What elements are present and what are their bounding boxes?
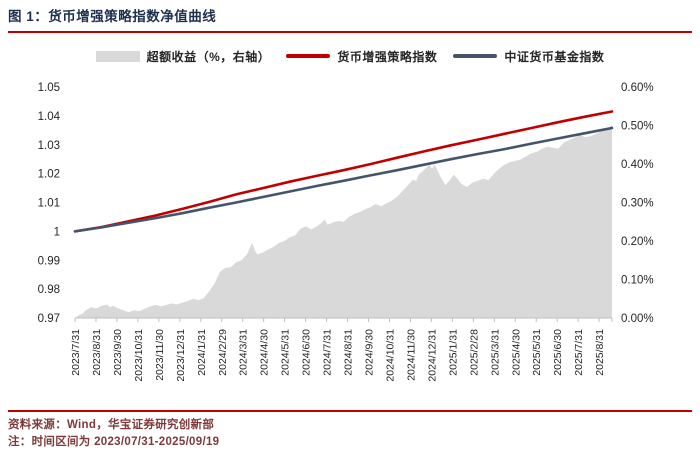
- right-axis-tick-label: 0.60%: [621, 82, 654, 94]
- x-tick-label: 2025/8/31: [594, 329, 606, 376]
- legend-label-strategy-index: 货币增强策略指数: [337, 49, 438, 64]
- x-tick-label: 2024/2/29: [217, 329, 229, 376]
- left-axis-tick-label: 0.97: [38, 313, 60, 325]
- benchmark-index-line: [73, 126, 614, 233]
- x-tick-label: 2024/8/31: [343, 329, 355, 376]
- left-axis-tick-label: 1.05: [38, 82, 60, 94]
- left-axis-tick-label: 1.03: [38, 140, 60, 152]
- excess-return-area: [75, 125, 612, 318]
- x-tick-label: 2023/9/30: [112, 329, 124, 376]
- legend-label-benchmark-index: 中证货币基金指数: [504, 49, 605, 64]
- left-axis-tick-label: 0.98: [38, 284, 60, 296]
- legend-item-strategy-index: 货币增强策略指数: [286, 48, 437, 65]
- x-tick-label: 2025/5/31: [531, 329, 543, 376]
- right-axis-tick-label: 0.00%: [621, 313, 654, 325]
- x-tick-label: 2023/8/31: [91, 329, 103, 376]
- x-tick-label: 2025/2/28: [468, 329, 480, 376]
- slate-line-swatch-icon: [453, 54, 498, 58]
- note-text: 注：时间区间为 2023/07/31-2025/09/19: [8, 435, 220, 448]
- right-axis-tick-label: 0.10%: [621, 275, 654, 287]
- area-swatch-icon: [95, 50, 140, 62]
- right-axis-tick-label: 0.30%: [621, 198, 654, 210]
- left-axis-tick-label: 1.04: [38, 111, 61, 123]
- x-tick-label: 2024/7/31: [322, 329, 334, 376]
- legend-label-excess-return: 超额收益（%，右轴）: [146, 49, 271, 64]
- left-axis-tick-label: 1.02: [38, 169, 60, 181]
- x-tick-label: 2024/10/31: [384, 329, 396, 382]
- x-tick-label: 2025/1/31: [447, 329, 459, 376]
- figure-footer: 资料来源：Wind，华宝证券研究创新部 注：时间区间为 2023/07/31-2…: [8, 410, 692, 450]
- legend-item-excess-return: 超额收益（%，右轴）: [95, 48, 271, 65]
- source-text: 资料来源：Wind，华宝证券研究创新部: [8, 419, 215, 431]
- x-tick-label: 2024/1/31: [196, 329, 208, 376]
- x-tick-label: 2023/11/30: [154, 329, 166, 381]
- left-axis-tick-label: 1: [54, 226, 60, 238]
- x-tick-label: 2025/3/31: [489, 329, 501, 376]
- x-tick-label: 2024/12/31: [426, 329, 438, 382]
- x-tick-label: 2025/6/30: [552, 329, 564, 376]
- x-tick-label: 2024/11/30: [405, 329, 417, 381]
- x-tick-label: 2024/9/30: [364, 329, 376, 376]
- net-value-chart: 2023/7/31 2023/8/31 2023/9/30 2023/10/31 202…: [38, 82, 654, 382]
- left-axis-tick-label: 1.01: [38, 198, 60, 210]
- right-axis-tick-label: 0.50%: [621, 121, 654, 133]
- figure-title: 图 1：货币增强策略指数净值曲线: [8, 9, 217, 24]
- x-tick-label: 2023/10/31: [133, 329, 145, 382]
- x-tick-label: 2025/7/31: [573, 329, 585, 376]
- x-tick-label: 2024/6/30: [301, 329, 313, 376]
- right-axis-tick-label: 0.40%: [621, 159, 654, 171]
- x-tick-label: 2024/5/31: [280, 329, 292, 376]
- legend-item-benchmark-index: 中证货币基金指数: [453, 48, 604, 65]
- x-tick-label: 2024/3/31: [238, 329, 250, 376]
- strategy-index-line: [73, 110, 614, 233]
- red-line-swatch-icon: [286, 54, 331, 58]
- left-axis-tick-label: 0.99: [38, 255, 60, 267]
- chart-legend: 超额收益（%，右轴） 货币增强策略指数 中证货币基金指数: [0, 47, 700, 65]
- x-tick-label: 2023/12/31: [175, 329, 187, 382]
- right-axis-tick-label: 0.20%: [621, 236, 654, 248]
- x-tick-label: 2025/4/30: [510, 329, 522, 376]
- x-tick-label: 2023/7/31: [70, 329, 82, 376]
- figure-header: 图 1：货币增强策略指数净值曲线: [8, 5, 692, 33]
- x-tick-label: 2024/4/30: [259, 329, 271, 376]
